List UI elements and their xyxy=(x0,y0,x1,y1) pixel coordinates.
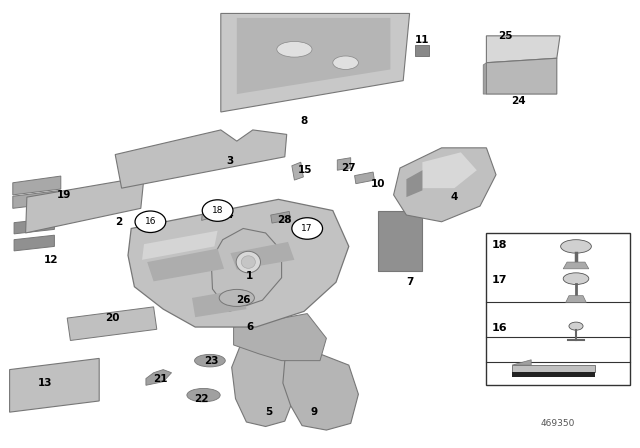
Text: 15: 15 xyxy=(298,165,312,175)
Text: 22: 22 xyxy=(195,394,209,404)
Polygon shape xyxy=(292,162,303,180)
Text: 16: 16 xyxy=(145,217,156,226)
FancyBboxPatch shape xyxy=(486,233,630,385)
Text: 9: 9 xyxy=(310,407,317,417)
Text: 23: 23 xyxy=(204,356,218,366)
Polygon shape xyxy=(566,296,586,302)
Polygon shape xyxy=(483,63,486,94)
Ellipse shape xyxy=(563,273,589,284)
Polygon shape xyxy=(486,36,560,63)
Text: 25: 25 xyxy=(499,31,513,41)
Ellipse shape xyxy=(236,251,260,273)
Text: 20: 20 xyxy=(105,313,119,323)
Polygon shape xyxy=(128,199,349,327)
Polygon shape xyxy=(67,307,157,340)
Polygon shape xyxy=(337,158,351,170)
Polygon shape xyxy=(486,58,557,94)
Text: 1: 1 xyxy=(246,271,253,280)
Circle shape xyxy=(135,211,166,233)
Text: 12: 12 xyxy=(44,255,58,265)
Polygon shape xyxy=(202,204,219,220)
Polygon shape xyxy=(211,228,282,311)
Text: 14: 14 xyxy=(220,210,234,220)
Polygon shape xyxy=(512,365,595,372)
Ellipse shape xyxy=(241,256,255,268)
Text: 21: 21 xyxy=(153,374,167,383)
Polygon shape xyxy=(422,152,477,188)
Polygon shape xyxy=(232,334,294,426)
Ellipse shape xyxy=(187,388,220,402)
Polygon shape xyxy=(13,176,61,195)
Ellipse shape xyxy=(561,240,591,253)
Text: 26: 26 xyxy=(236,295,250,305)
Ellipse shape xyxy=(277,41,312,57)
Polygon shape xyxy=(563,262,589,269)
Polygon shape xyxy=(406,170,422,197)
Text: 2: 2 xyxy=(115,217,122,227)
Polygon shape xyxy=(271,211,291,223)
Polygon shape xyxy=(14,235,54,251)
Polygon shape xyxy=(192,289,246,317)
Text: 27: 27 xyxy=(342,163,356,173)
Polygon shape xyxy=(115,130,287,188)
Text: 18: 18 xyxy=(492,240,507,250)
Text: 16: 16 xyxy=(492,323,507,333)
Ellipse shape xyxy=(219,289,255,306)
Polygon shape xyxy=(283,354,358,430)
Ellipse shape xyxy=(569,322,583,330)
Text: 3: 3 xyxy=(227,156,234,166)
Text: 5: 5 xyxy=(265,407,273,417)
Ellipse shape xyxy=(195,354,225,367)
Text: 11: 11 xyxy=(415,35,429,45)
Text: 13: 13 xyxy=(38,378,52,388)
Text: 17: 17 xyxy=(492,275,507,285)
Circle shape xyxy=(292,218,323,239)
Text: 6: 6 xyxy=(246,322,253,332)
Ellipse shape xyxy=(333,56,358,69)
Polygon shape xyxy=(146,370,172,385)
Text: 10: 10 xyxy=(371,179,385,189)
Polygon shape xyxy=(13,190,61,208)
Polygon shape xyxy=(147,249,224,281)
Polygon shape xyxy=(237,18,390,94)
Polygon shape xyxy=(221,13,410,112)
Text: 469350: 469350 xyxy=(541,419,575,428)
Polygon shape xyxy=(10,358,99,412)
Polygon shape xyxy=(234,314,326,361)
Text: 4: 4 xyxy=(451,192,458,202)
Text: 18: 18 xyxy=(212,206,223,215)
Polygon shape xyxy=(230,242,294,270)
Polygon shape xyxy=(142,231,218,260)
Circle shape xyxy=(202,200,233,221)
Polygon shape xyxy=(415,45,429,56)
Text: 19: 19 xyxy=(57,190,71,200)
Polygon shape xyxy=(355,172,374,184)
Polygon shape xyxy=(378,211,422,271)
Text: 7: 7 xyxy=(406,277,413,287)
Polygon shape xyxy=(512,372,595,377)
Text: 28: 28 xyxy=(278,215,292,224)
Text: 24: 24 xyxy=(511,96,525,106)
Text: 17: 17 xyxy=(301,224,313,233)
Polygon shape xyxy=(26,177,144,233)
Text: 8: 8 xyxy=(300,116,308,126)
Polygon shape xyxy=(512,360,531,365)
Polygon shape xyxy=(394,148,496,222)
Polygon shape xyxy=(14,218,54,234)
